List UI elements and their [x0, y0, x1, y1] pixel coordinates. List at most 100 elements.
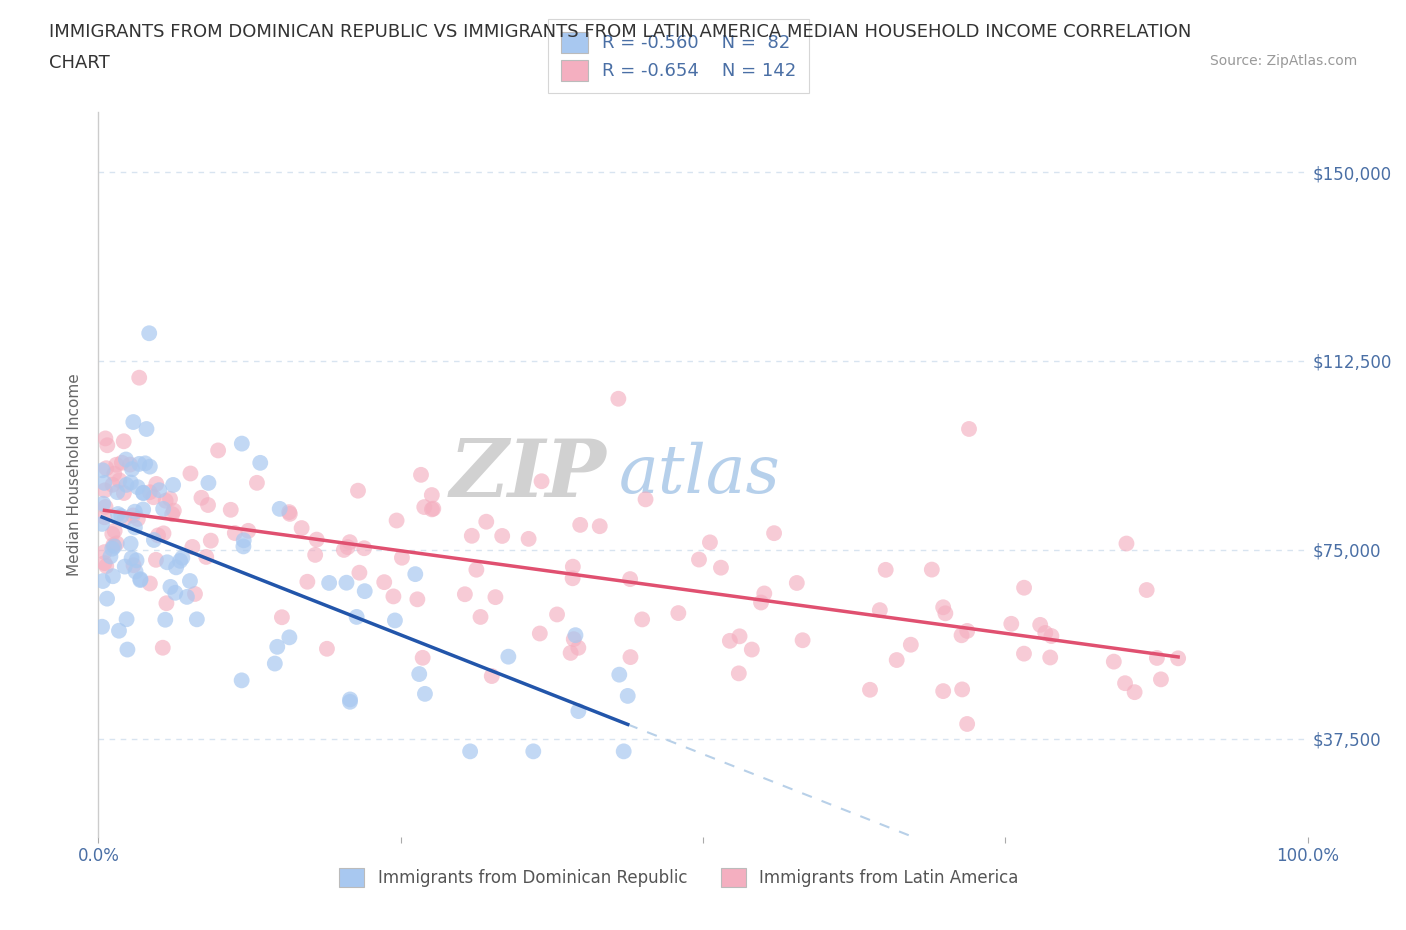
Point	[163, 503, 186, 518]
Point	[121, 551, 143, 565]
Point	[91, 497, 114, 512]
Point	[105, 536, 128, 551]
Point	[117, 642, 139, 657]
Point	[105, 485, 128, 499]
Point	[103, 539, 125, 554]
Point	[197, 498, 219, 512]
Point	[339, 695, 361, 710]
Point	[384, 613, 406, 628]
Point	[297, 575, 319, 590]
Point	[122, 508, 145, 523]
Point	[1102, 654, 1125, 669]
Point	[391, 551, 413, 565]
Point	[619, 572, 641, 587]
Point	[127, 480, 149, 495]
Point	[634, 492, 657, 507]
Point	[921, 562, 943, 577]
Point	[132, 485, 155, 500]
Point	[159, 579, 181, 594]
Point	[172, 551, 194, 565]
Point	[420, 502, 443, 517]
Point	[278, 505, 301, 520]
Point	[132, 485, 155, 500]
Point	[111, 456, 134, 471]
Point	[249, 456, 271, 471]
Point	[567, 641, 589, 656]
Point	[148, 483, 170, 498]
Point	[666, 605, 689, 620]
Point	[562, 631, 585, 646]
Point	[266, 640, 288, 655]
Point	[699, 535, 721, 550]
Point	[142, 490, 165, 505]
Point	[530, 473, 553, 488]
Point	[413, 499, 436, 514]
Point	[152, 501, 174, 516]
Point	[564, 628, 586, 643]
Point	[754, 586, 776, 601]
Point	[1150, 672, 1173, 687]
Point	[179, 574, 201, 589]
Point	[114, 559, 136, 574]
Point	[875, 563, 897, 578]
Point	[567, 704, 589, 719]
Point	[96, 591, 118, 606]
Point	[142, 533, 165, 548]
Point	[115, 452, 138, 467]
Point	[145, 552, 167, 567]
Point	[124, 504, 146, 519]
Point	[786, 576, 808, 591]
Point	[118, 458, 141, 472]
Point	[347, 484, 370, 498]
Point	[108, 623, 131, 638]
Point	[339, 692, 361, 707]
Point	[186, 612, 208, 627]
Point	[631, 612, 654, 627]
Point	[145, 476, 167, 491]
Point	[718, 633, 741, 648]
Point	[335, 576, 357, 591]
Point	[120, 537, 142, 551]
Point	[1167, 651, 1189, 666]
Point	[114, 512, 136, 526]
Point	[155, 596, 177, 611]
Point	[589, 519, 612, 534]
Point	[561, 571, 583, 586]
Point	[124, 565, 146, 579]
Point	[413, 686, 436, 701]
Point	[373, 575, 395, 590]
Text: IMMIGRANTS FROM DOMINICAN REPUBLIC VS IMMIGRANTS FROM LATIN AMERICA MEDIAN HOUSE: IMMIGRANTS FROM DOMINICAN REPUBLIC VS IM…	[49, 23, 1192, 41]
Point	[404, 566, 426, 581]
Point	[155, 493, 177, 508]
Point	[156, 555, 179, 570]
Point	[184, 587, 207, 602]
Point	[231, 673, 253, 688]
Point	[278, 630, 301, 644]
Point	[181, 539, 204, 554]
Point	[263, 656, 285, 671]
Point	[197, 475, 219, 490]
Point	[93, 545, 115, 560]
Point	[115, 612, 138, 627]
Point	[741, 642, 763, 657]
Point	[128, 370, 150, 385]
Point	[957, 421, 980, 436]
Y-axis label: Median Household Income: Median Household Income	[67, 373, 83, 576]
Point	[1012, 580, 1035, 595]
Point	[710, 560, 733, 575]
Point	[112, 485, 135, 500]
Point	[569, 517, 592, 532]
Point	[305, 532, 328, 547]
Point	[122, 558, 145, 573]
Point	[94, 499, 117, 514]
Point	[152, 640, 174, 655]
Point	[101, 477, 124, 492]
Point	[1040, 629, 1063, 644]
Point	[101, 526, 124, 541]
Point	[121, 461, 143, 476]
Point	[96, 559, 118, 574]
Point	[458, 744, 481, 759]
Point	[94, 431, 117, 445]
Point	[546, 607, 568, 622]
Point	[115, 477, 138, 492]
